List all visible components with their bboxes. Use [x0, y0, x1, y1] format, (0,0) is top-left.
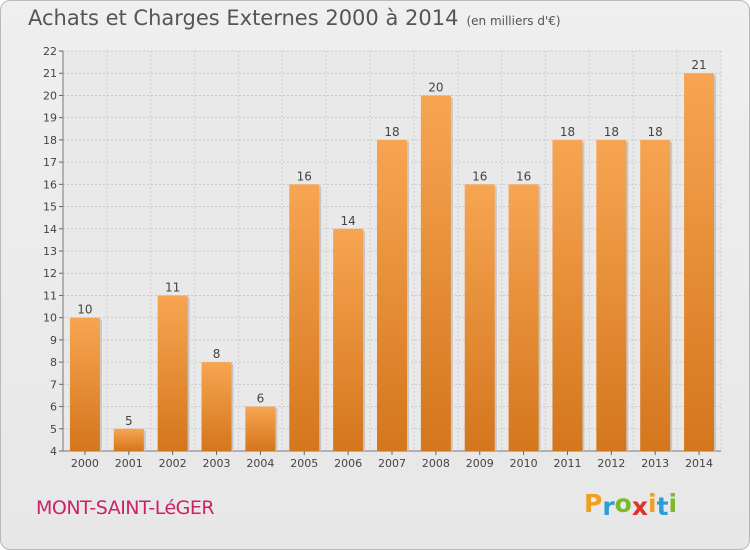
bar-value-label: 16 [472, 169, 487, 183]
logo-letter: t [656, 492, 669, 521]
chart-subtitle: (en milliers d'€) [466, 14, 561, 28]
y-tick-label: 16 [43, 178, 57, 191]
y-tick-label: 7 [50, 378, 57, 391]
y-tick-label: 9 [50, 334, 57, 347]
bar-value-label: 14 [340, 214, 355, 228]
y-tick-label: 22 [43, 45, 57, 58]
y-tick-label: 10 [43, 312, 57, 325]
bar [420, 95, 451, 451]
x-tick-label: 2004 [246, 457, 274, 470]
bar [508, 184, 539, 452]
bar-value-label: 6 [257, 392, 265, 406]
x-tick-label: 2000 [71, 457, 99, 470]
y-tick-label: 17 [43, 156, 57, 169]
bar [552, 139, 583, 451]
y-tick-label: 21 [43, 67, 57, 80]
bar [113, 428, 144, 451]
logo-letter: i [668, 489, 678, 518]
y-tick-label: 19 [43, 112, 57, 125]
y-tick-label: 13 [43, 245, 57, 258]
bar-value-label: 11 [165, 280, 180, 294]
bar-value-label: 5 [125, 414, 133, 428]
y-tick-label: 8 [50, 356, 57, 369]
logo-letter: r [602, 492, 615, 521]
y-tick-label: 15 [43, 201, 57, 214]
bar-value-label: 10 [77, 303, 92, 317]
bar [201, 362, 232, 451]
logo-letter: P [584, 489, 603, 518]
y-tick-label: 6 [50, 401, 57, 414]
x-tick-label: 2010 [510, 457, 538, 470]
x-tick-label: 2006 [334, 457, 362, 470]
bar [245, 406, 276, 451]
commune-name: MONT-SAINT-LéGER [36, 497, 215, 519]
chart-title: Achats et Charges Externes 2000 à 2014 (e… [28, 6, 561, 30]
bar-value-label: 20 [428, 80, 443, 94]
bar [464, 184, 495, 452]
logo-letter: x [631, 492, 648, 521]
x-tick-label: 2001 [115, 457, 143, 470]
chart-title-text: Achats et Charges Externes 2000 à 2014 [28, 6, 459, 30]
logo-letter: o [614, 489, 632, 518]
x-tick-label: 2012 [597, 457, 625, 470]
x-tick-label: 2005 [290, 457, 318, 470]
logo-letter: i [648, 489, 657, 518]
x-tick-label: 2009 [466, 457, 494, 470]
bar-value-label: 16 [297, 169, 312, 183]
y-tick-label: 11 [43, 289, 57, 302]
bar-value-label: 18 [604, 125, 619, 139]
bar [157, 295, 188, 451]
y-tick-label: 12 [43, 267, 57, 280]
bar [333, 228, 364, 451]
bar-value-label: 18 [384, 125, 399, 139]
bar-value-label: 8 [213, 347, 221, 361]
bar [289, 184, 320, 452]
y-tick-label: 14 [43, 223, 57, 236]
x-tick-label: 2003 [203, 457, 231, 470]
bar [377, 139, 407, 451]
x-tick-label: 2014 [685, 457, 713, 470]
y-tick-label: 5 [50, 423, 57, 436]
bar [640, 139, 671, 451]
proxiti-logo: Proxiti [584, 489, 678, 521]
bar-value-label: 16 [516, 169, 531, 183]
bar-value-label: 21 [691, 58, 706, 72]
x-tick-label: 2002 [159, 457, 187, 470]
bar [684, 73, 715, 451]
y-tick-label: 18 [43, 134, 57, 147]
x-tick-label: 2007 [378, 457, 406, 470]
y-tick-label: 20 [43, 89, 57, 102]
x-tick-label: 2008 [422, 457, 450, 470]
bar-value-label: 18 [648, 125, 663, 139]
x-tick-label: 2013 [641, 457, 669, 470]
x-tick-label: 2011 [553, 457, 581, 470]
y-tick-label: 4 [50, 445, 57, 458]
bar [596, 139, 627, 451]
bar-value-label: 18 [560, 125, 575, 139]
bar [69, 317, 100, 451]
